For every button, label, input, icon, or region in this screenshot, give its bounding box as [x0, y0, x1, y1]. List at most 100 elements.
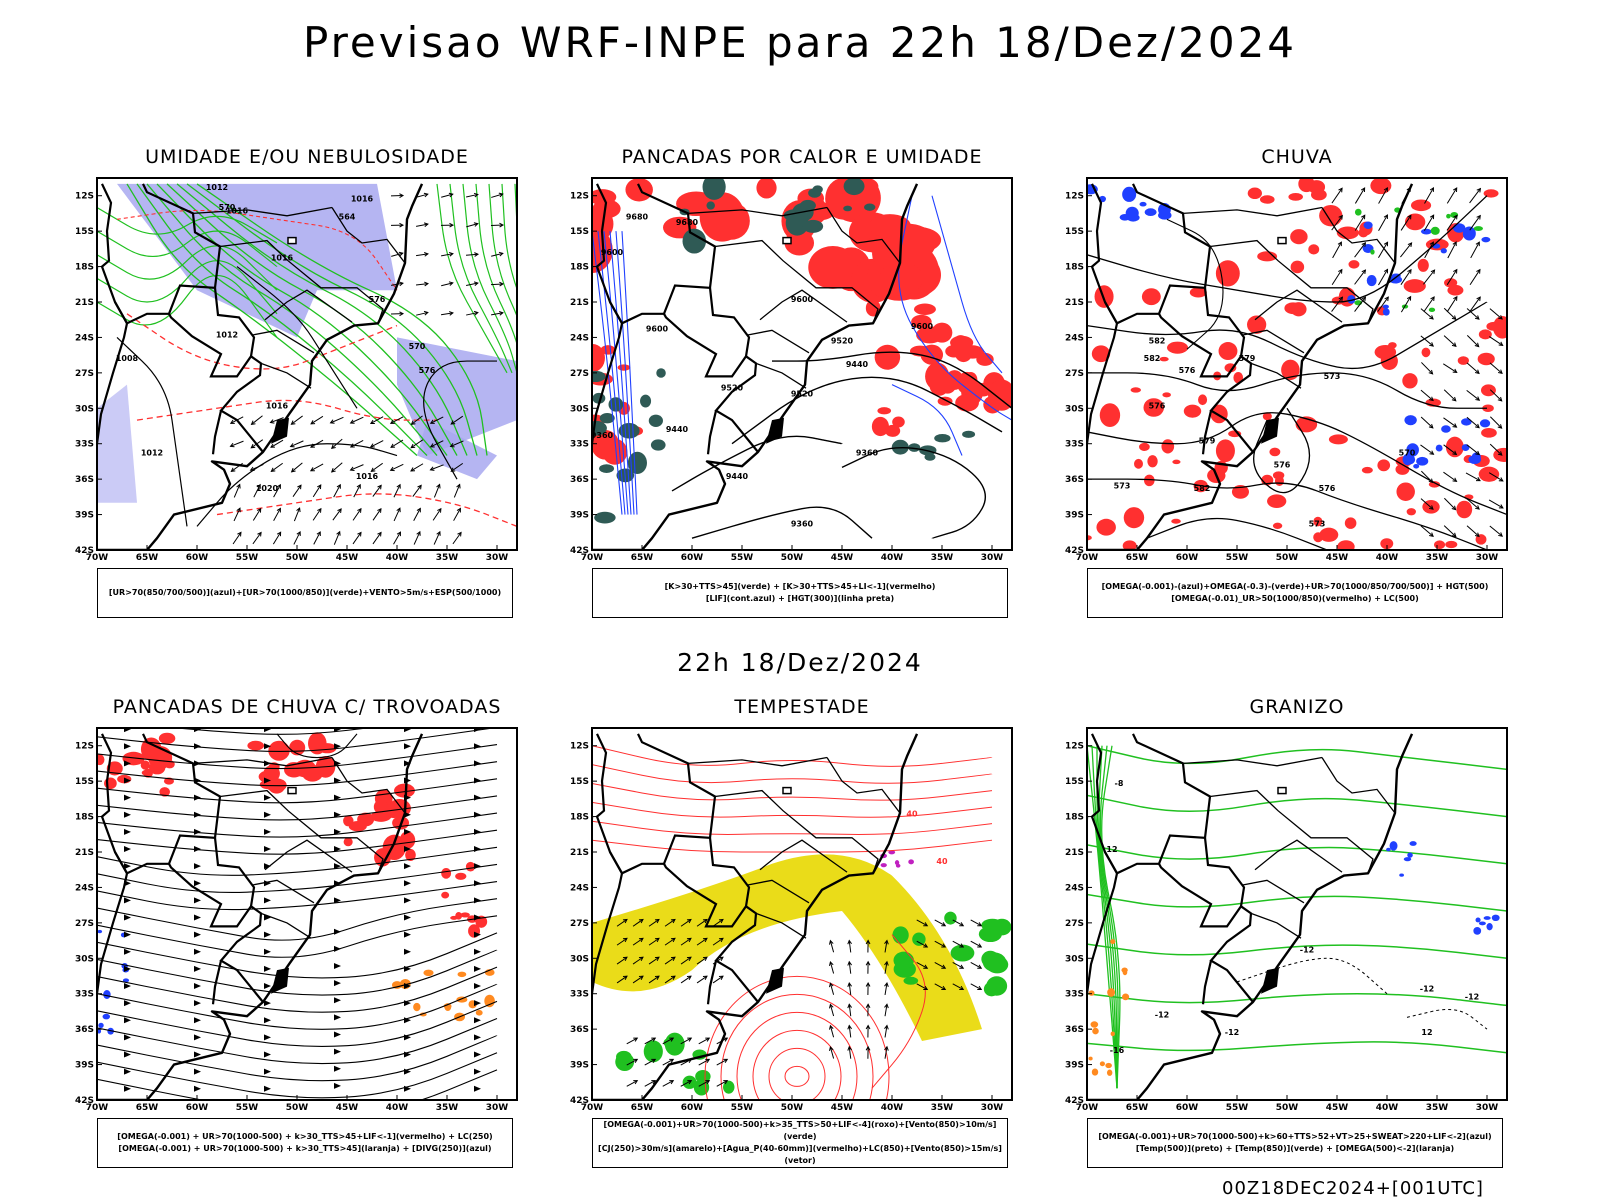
- lat-label: 42S: [75, 546, 94, 556]
- streamline-arrow: [474, 897, 481, 904]
- streamline-arrow: [404, 1051, 411, 1058]
- legend-line: [OMEGA(-0.001)+UR>70(1000-500)+k>35_TTS>…: [603, 1120, 997, 1141]
- streamline: [97, 1000, 498, 1047]
- streamline-arrow: [404, 828, 411, 835]
- border-line: [706, 410, 718, 455]
- contour-label: 1016: [271, 254, 294, 263]
- wind-arrowhead: [297, 484, 302, 490]
- shaded-area: [1410, 199, 1432, 212]
- wind-vector: [644, 1058, 656, 1066]
- wind-vector: [1466, 308, 1480, 320]
- shaded-area: [1361, 466, 1373, 474]
- shaded-area: [865, 235, 893, 254]
- shaded-area: [1462, 226, 1476, 241]
- lon-label: 65W: [631, 553, 654, 563]
- streamline-arrow: [194, 914, 201, 921]
- streamline-arrow: [334, 846, 341, 853]
- wind-arrowhead: [1452, 187, 1458, 193]
- wind-vector: [716, 1058, 728, 1066]
- contour-label: 12: [1106, 845, 1117, 854]
- shaded-area: [1328, 434, 1348, 445]
- streamline-arrow: [264, 983, 271, 990]
- wind-arrowhead: [236, 507, 241, 513]
- streamline-arrow: [124, 914, 131, 921]
- legend-line: [OMEGA(-0.001)+UR>70(1000-500)+k>60+TTS>…: [1098, 1132, 1492, 1141]
- lon-label: 40W: [881, 1103, 904, 1113]
- streamline-arrow: [404, 948, 411, 955]
- wind-arrowhead: [670, 918, 676, 924]
- contour-label: -12: [1300, 945, 1314, 954]
- map-content: 1012101610161016101210081012101610201016…: [97, 183, 517, 550]
- lat-label: 18S: [570, 263, 589, 273]
- lat-label: 24S: [570, 333, 589, 343]
- map-content: 9680 9680 9600 9600 9520 9600 9520 9440 9440 9360…: [592, 178, 1012, 550]
- lat-label: 33S: [1065, 990, 1084, 1000]
- wind-vector: [1331, 269, 1343, 286]
- border-line: [663, 287, 751, 378]
- wind-arrowhead: [1452, 450, 1458, 456]
- wind-arrowhead: [941, 943, 947, 948]
- shaded-area: [602, 438, 628, 465]
- wind-arrowhead: [276, 483, 281, 489]
- streamline-arrow: [194, 828, 201, 835]
- streamline-arrow: [474, 743, 481, 750]
- streamline-arrow: [194, 897, 201, 904]
- shaded-area: [600, 345, 616, 355]
- wind-arrowhead: [959, 922, 965, 927]
- streamline-arrow: [194, 811, 201, 818]
- wind-vector: [829, 1046, 835, 1059]
- streamline-arrow: [474, 948, 481, 955]
- shaded-area: [1125, 206, 1139, 220]
- shaded-area: [1290, 260, 1305, 274]
- border-line: [1250, 912, 1302, 939]
- wind-vector: [333, 531, 341, 545]
- wind-vector: [1490, 416, 1502, 429]
- wind-arrowhead: [654, 918, 660, 924]
- wind-arrowhead: [923, 922, 929, 927]
- wind-arrowhead: [448, 251, 454, 257]
- wind-arrowhead: [1383, 214, 1388, 220]
- wind-arrowhead: [336, 483, 341, 489]
- wind-arrowhead: [1384, 296, 1389, 302]
- wind-arrowhead: [250, 420, 256, 426]
- wind-vector: [1420, 444, 1434, 455]
- federal-district: [287, 786, 297, 795]
- wind-vector: [662, 1058, 674, 1066]
- federal-district: [1277, 236, 1287, 245]
- humidity-contour: [488, 183, 517, 318]
- wind-vector: [1466, 498, 1480, 510]
- wind-vector: [884, 961, 888, 974]
- wind-vector: [330, 416, 344, 424]
- wind-arrowhead: [1475, 396, 1481, 401]
- shaded-area: [1370, 178, 1392, 195]
- wind-vector: [1420, 389, 1434, 401]
- wind-arrowhead: [317, 484, 322, 490]
- lon-label: 55W: [236, 1103, 259, 1113]
- wind-arrowhead: [390, 443, 396, 448]
- lat-label: 33S: [75, 990, 94, 1000]
- shaded-area: [158, 732, 176, 744]
- shaded-area: [874, 344, 901, 370]
- wind-vector: [453, 508, 461, 521]
- shaded-area: [441, 867, 452, 879]
- wind-arrowhead: [398, 281, 404, 287]
- wind-arrowhead: [718, 918, 724, 924]
- lon-label: 60W: [681, 553, 704, 563]
- shaded-area: [1159, 356, 1169, 362]
- lat-label: 15S: [570, 227, 589, 237]
- wind-arrowhead: [638, 937, 644, 943]
- contour-label: 570: [1399, 449, 1416, 458]
- temp850-contour: [1087, 992, 1507, 1007]
- contour-label: 570: [219, 203, 236, 212]
- wind-vector: [696, 937, 708, 946]
- wind-vector: [632, 937, 644, 946]
- border-line: [746, 879, 810, 904]
- shaded-area: [122, 751, 145, 766]
- streamline: [97, 966, 498, 1013]
- streamline-arrow: [264, 1068, 271, 1075]
- wind-vector: [616, 956, 628, 965]
- lat-label: 27S: [75, 919, 94, 929]
- wind-vector: [390, 439, 404, 448]
- lon-label: 70W: [581, 553, 604, 563]
- wind-vector: [491, 252, 503, 257]
